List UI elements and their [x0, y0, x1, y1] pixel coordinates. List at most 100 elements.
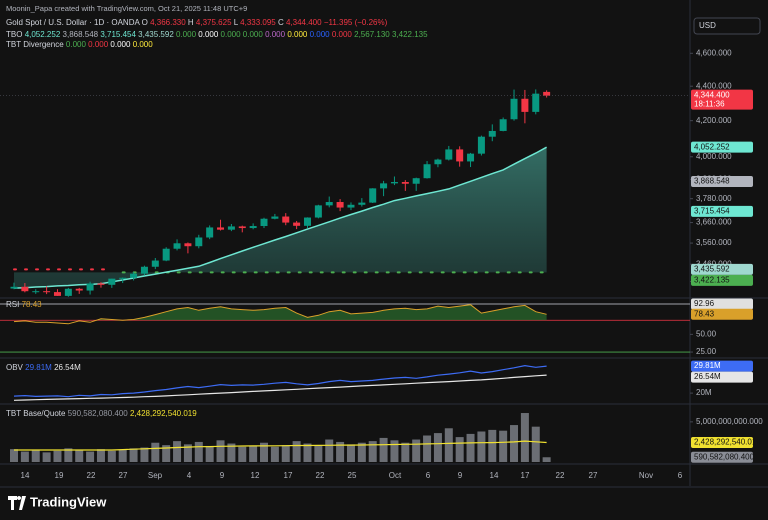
candle-body	[499, 119, 507, 131]
price-label-box	[691, 451, 753, 463]
candle-body	[423, 164, 431, 179]
price-label: 26.54M	[694, 372, 721, 381]
y-tick-label: 50.00	[696, 329, 717, 338]
candle-body	[75, 288, 83, 291]
indicator-line	[14, 440, 547, 451]
pane-legend-part: 590,582,080.400	[68, 409, 129, 418]
candle-body	[238, 226, 246, 229]
divergence-legend-part: 0.000	[110, 40, 131, 49]
tbo-legend-part: 3,422.135	[392, 30, 428, 39]
tbo-legend-part: 0.000	[332, 30, 353, 39]
price-label-box	[691, 176, 753, 188]
y-tick-label: 20M	[696, 388, 712, 397]
price-label: 3,868.548	[694, 177, 730, 186]
tbo-cloud	[14, 147, 547, 289]
symbol-legend-part: 4,333.095	[240, 18, 276, 27]
y-tick-label: 3,560.000	[696, 238, 732, 247]
indicator-line	[13, 364, 547, 398]
price-label: 78.43	[694, 309, 715, 318]
tbo-legend-part: 4,052.252	[25, 30, 61, 39]
price-label: 92.96	[694, 299, 715, 308]
candle-body	[195, 237, 203, 247]
candle-body	[336, 202, 344, 208]
candle-body	[358, 202, 366, 205]
currency-button[interactable]	[693, 17, 761, 35]
volume-bar	[314, 445, 323, 462]
tbo-legend-part: TBO	[6, 30, 22, 39]
brand-logo	[8, 496, 26, 510]
volume-bar	[194, 441, 203, 462]
price-label: 29.81M	[694, 361, 721, 370]
volume-bar	[357, 442, 366, 462]
pane-legend: TBT Base/Quote 590,582,080.400 2,428,292…	[6, 409, 197, 418]
candle-body	[260, 218, 268, 227]
volume-bar	[129, 448, 138, 462]
y-tick-label: 4,200.000	[696, 116, 732, 125]
x-tick-label: 27	[119, 471, 128, 480]
candle-body	[445, 149, 453, 160]
volume-bar	[531, 426, 540, 462]
pane-legend-part: OBV	[6, 363, 24, 372]
candle-body	[119, 277, 127, 279]
y-tick-label: 3,780.000	[696, 194, 732, 203]
tbo-legend: TBO 4,052.252 3,868.548 3,715.454 3,435.…	[6, 30, 428, 39]
volume-bar	[390, 440, 399, 462]
volume-bar	[151, 442, 160, 462]
candle-body	[130, 273, 138, 278]
volume-bar	[336, 441, 345, 462]
price-label-box	[691, 437, 753, 449]
volume-bar	[488, 429, 497, 462]
x-tick-label: 9	[458, 471, 463, 480]
volume-bar	[325, 439, 334, 462]
last-price: 4,344.400	[694, 91, 730, 100]
volume-bar	[455, 437, 464, 462]
price-label-box	[691, 141, 753, 153]
tbo-legend-part: 3,868.548	[63, 30, 99, 39]
volume-bar	[401, 442, 410, 462]
symbol-legend-part: 4,366.330	[150, 18, 186, 27]
candle-body	[162, 248, 170, 261]
x-tick-label: 6	[426, 471, 431, 480]
candle-body	[43, 291, 51, 293]
candle-body	[249, 226, 257, 229]
volume-bar	[303, 443, 312, 462]
volume-bar	[118, 449, 127, 462]
price-label-box	[691, 205, 753, 217]
candle-body	[467, 153, 475, 162]
pane-legend-part: 2,428,292,540.019	[130, 409, 197, 418]
candle-body	[510, 98, 518, 120]
tbo-legend-part: 0.000	[221, 30, 242, 39]
x-tick-label: 4	[187, 471, 192, 480]
volume-bar	[107, 450, 116, 462]
candle-body	[401, 182, 409, 184]
price-label-box	[691, 298, 753, 310]
last-price-box	[691, 89, 753, 110]
candle-body	[477, 136, 485, 154]
candle-body	[10, 286, 18, 289]
symbol-legend-part: C	[278, 18, 284, 27]
x-tick-label: 22	[316, 471, 325, 480]
rsi-line	[13, 304, 547, 325]
x-tick-label: Nov	[639, 471, 653, 480]
x-tick-label: 14	[490, 471, 499, 480]
volume-bar	[346, 444, 355, 462]
pane-legend-part: TBT Base/Quote	[6, 409, 66, 418]
volume-bar	[520, 413, 529, 462]
symbol-legend-part: O	[142, 18, 148, 27]
volume-bar	[423, 435, 432, 462]
volume-bar	[227, 443, 236, 462]
volume-bar	[368, 441, 377, 462]
volume-bar	[96, 449, 105, 462]
candle-body	[434, 159, 442, 165]
pane-legend-part: 29.81M	[25, 363, 52, 372]
currency[interactable]: USD	[699, 21, 716, 30]
candle-body	[380, 183, 388, 189]
volume-bar	[260, 442, 269, 462]
tbo-line	[13, 146, 547, 289]
symbol-legend: Gold Spot / U.S. Dollar · 1D · OANDA O 4…	[6, 18, 388, 27]
price-label-box	[691, 308, 753, 320]
candle-body	[521, 98, 529, 112]
symbol-legend-part: 4,344.400	[286, 18, 322, 27]
candle-body	[32, 291, 40, 293]
x-tick-label: 19	[55, 471, 64, 480]
